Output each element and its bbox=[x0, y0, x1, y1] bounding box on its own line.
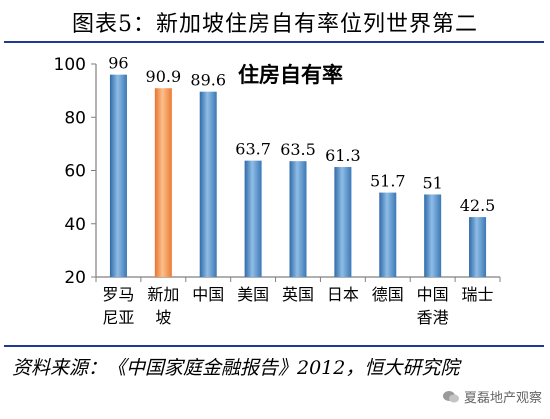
category-label: 新加 bbox=[147, 285, 179, 304]
y-tick-label: 80 bbox=[64, 108, 86, 128]
category-label: 中国 bbox=[192, 285, 224, 304]
y-tick-label: 60 bbox=[64, 162, 86, 182]
category-label: 罗马 bbox=[102, 285, 134, 304]
bar bbox=[109, 74, 127, 278]
category-label: 美国 bbox=[237, 285, 269, 304]
bar bbox=[334, 167, 352, 277]
category-label: 坡 bbox=[155, 308, 171, 327]
chart-title: 住房自有率 bbox=[238, 63, 343, 87]
bar bbox=[244, 160, 262, 277]
value-label: 61.3 bbox=[325, 146, 361, 165]
value-label: 63.7 bbox=[235, 140, 271, 159]
y-tick-label: 40 bbox=[64, 215, 86, 235]
category-label: 尼亚 bbox=[102, 308, 134, 327]
value-label: 51.7 bbox=[370, 172, 406, 191]
source-note: 资料来源：《中国家庭金融报告》2012，恒大研究院 bbox=[12, 357, 460, 379]
wechat-icon bbox=[442, 390, 459, 402]
value-label: 90.9 bbox=[146, 67, 182, 86]
value-label: 89.6 bbox=[190, 71, 226, 90]
bar bbox=[424, 194, 442, 277]
watermark: 夏磊地产观察 bbox=[442, 387, 542, 406]
figure-title: 图表5：新加坡住房自有率位列世界第二 bbox=[72, 12, 478, 37]
category-label: 日本 bbox=[327, 285, 359, 304]
category-label: 中国 bbox=[417, 285, 449, 304]
category-label: 瑞士 bbox=[462, 285, 494, 304]
value-label: 42.5 bbox=[460, 196, 496, 215]
y-tick-label: 20 bbox=[64, 268, 86, 288]
value-label: 63.5 bbox=[280, 140, 316, 159]
y-tick-label: 100 bbox=[54, 55, 86, 75]
bar bbox=[199, 91, 217, 277]
value-label: 51 bbox=[422, 173, 442, 192]
category-label: 德国 bbox=[372, 285, 404, 304]
category-label: 英国 bbox=[282, 285, 314, 304]
value-label: 96 bbox=[108, 54, 128, 73]
watermark-text: 夏磊地产观察 bbox=[463, 391, 542, 406]
title-rule bbox=[4, 41, 544, 43]
bar bbox=[154, 88, 172, 277]
category-label: 香港 bbox=[417, 308, 449, 327]
bar bbox=[469, 217, 487, 277]
bar bbox=[289, 161, 307, 277]
bar bbox=[379, 192, 397, 277]
source-rule bbox=[4, 345, 544, 347]
